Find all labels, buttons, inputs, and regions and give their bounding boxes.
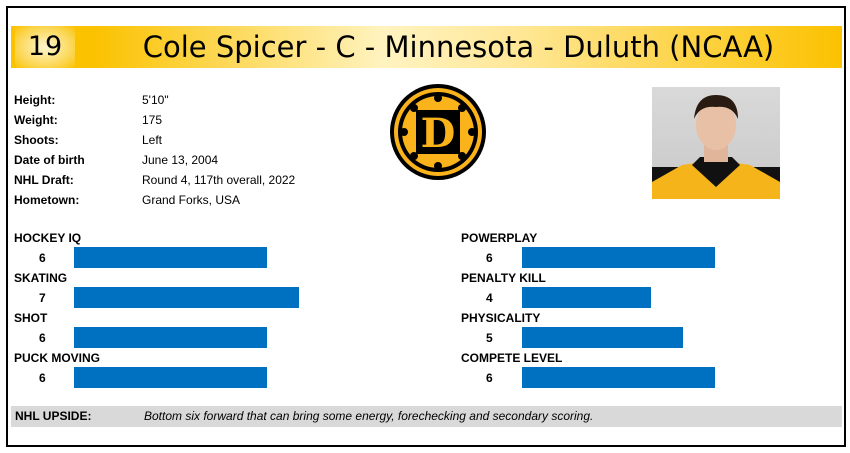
info-label: NHL Draft: [14,173,74,187]
player-photo [652,87,780,199]
logo-letter: D [421,110,456,157]
rating-value: 6 [39,371,46,385]
rating-label: POWERPLAY [461,231,538,245]
info-value: Left [142,133,163,147]
rating-bar [522,247,715,268]
rating-bar [74,287,299,308]
info-label: Weight: [14,113,58,127]
header-bar: 19 Cole Spicer - C - Minnesota - Duluth … [11,26,842,68]
player-card: 19 Cole Spicer - C - Minnesota - Duluth … [6,6,846,447]
rating-value: 4 [486,291,493,305]
rating-value: 7 [39,291,46,305]
player-title: Cole Spicer - C - Minnesota - Duluth (NC… [142,30,775,64]
rating-value: 5 [486,331,493,345]
rating-label: PUCK MOVING [14,351,101,365]
info-label: Height: [14,93,56,107]
team-logo: D [390,84,486,180]
rating-label: HOCKEY IQ [14,231,82,245]
rating-bar [74,367,267,388]
rating-value: 6 [486,371,493,385]
info-value: June 13, 2004 [142,153,219,167]
rating-bar [522,367,715,388]
rating-bar [74,327,267,348]
info-label: Date of birth [14,153,85,167]
rating-label: SHOT [14,311,48,325]
info-value: Round 4, 117th overall, 2022 [142,173,296,187]
player-number: 19 [15,26,75,68]
rating-label: COMPETE LEVEL [461,351,563,365]
rating-value: 6 [39,331,46,345]
rating-label: SKATING [14,271,68,285]
rating-bar [522,327,683,348]
info-value: 175 [142,113,163,127]
info-value: 5'10" [142,93,169,107]
rating-label: PHYSICALITY [461,311,541,325]
rating-value: 6 [486,251,493,265]
info-value: Grand Forks, USA [142,193,241,207]
upside-text: Bottom six forward that can bring some e… [144,409,594,423]
info-label: Hometown: [14,193,80,207]
rating-label: PENALTY KILL [461,271,546,285]
rating-value: 6 [39,251,46,265]
rating-bar [74,247,267,268]
upside-label: NHL UPSIDE: [15,409,92,423]
nhl-upside-row: NHL UPSIDE: Bottom six forward that can … [11,406,842,427]
rating-bar [522,287,651,308]
info-label: Shoots: [14,133,59,147]
